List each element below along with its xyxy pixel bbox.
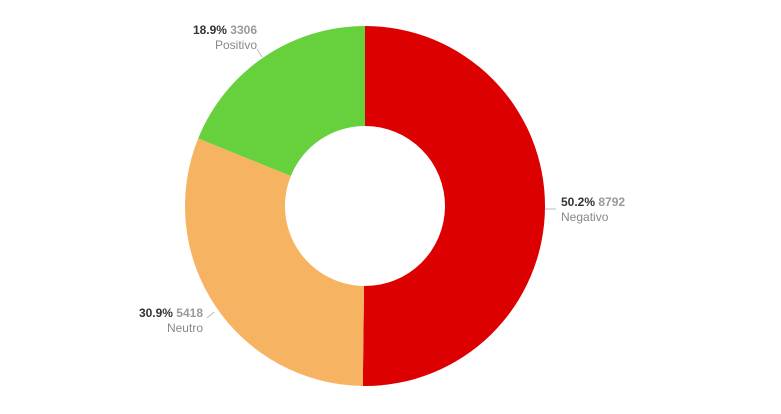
slice-value: 5418 xyxy=(176,306,203,320)
slice-positivo[interactable] xyxy=(198,26,365,176)
slice-label-negativo: 50.2% 8792 xyxy=(561,195,625,209)
slice-percent: 50.2% xyxy=(561,195,598,209)
slice-neutro[interactable] xyxy=(184,138,365,386)
slice-name-neutro: Neutro xyxy=(167,321,203,335)
leader-line-positivo xyxy=(256,48,263,58)
leader-line-neutro xyxy=(206,311,215,319)
slice-label-neutro: 30.9% 5418 xyxy=(139,306,203,320)
slice-percent: 30.9% xyxy=(139,306,176,320)
slice-negativo[interactable] xyxy=(362,26,546,386)
slice-name-positivo: Positivo xyxy=(215,38,257,52)
slice-name-negativo: Negativo xyxy=(561,210,609,224)
slice-percent: 18.9% xyxy=(193,23,230,37)
slice-label-positivo: 18.9% 3306 xyxy=(193,23,257,37)
slice-value: 3306 xyxy=(230,23,257,37)
slice-value: 8792 xyxy=(598,195,625,209)
slice-group xyxy=(184,26,546,386)
